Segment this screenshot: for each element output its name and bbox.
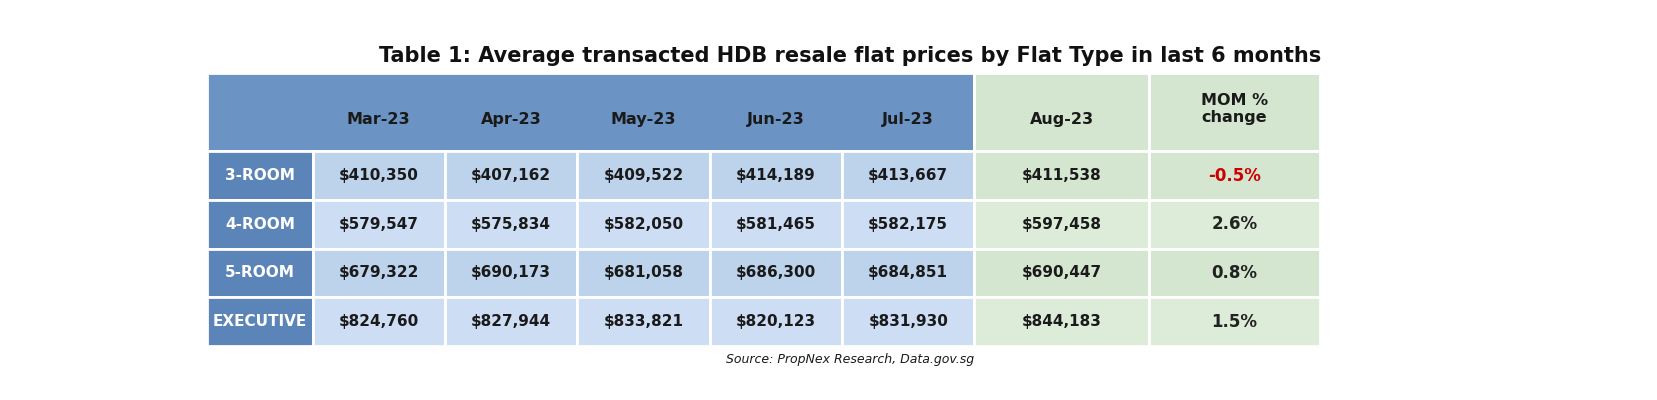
Bar [709, 248, 842, 297]
Bar [577, 200, 709, 248]
Bar [1148, 151, 1319, 200]
Text: $690,447: $690,447 [1021, 265, 1102, 280]
Text: $411,538: $411,538 [1021, 168, 1100, 183]
Bar [207, 73, 974, 151]
Text: $824,760: $824,760 [338, 314, 419, 329]
Text: 2.6%: 2.6% [1211, 215, 1258, 233]
Text: $407,162: $407,162 [471, 168, 550, 183]
Text: Aug-23: Aug-23 [1029, 112, 1094, 127]
Text: $827,944: $827,944 [471, 314, 550, 329]
Text: $410,350: $410,350 [338, 168, 419, 183]
Bar [207, 297, 313, 346]
Bar [709, 297, 842, 346]
Text: Table 1: Average transacted HDB resale flat prices by Flat Type in last 6 months: Table 1: Average transacted HDB resale f… [378, 46, 1321, 66]
Text: $833,821: $833,821 [603, 314, 683, 329]
Bar [444, 248, 577, 297]
Text: 1.5%: 1.5% [1211, 312, 1256, 330]
Bar [577, 297, 709, 346]
Bar [842, 151, 974, 200]
Text: EXECUTIVE: EXECUTIVE [212, 314, 307, 329]
Bar [709, 151, 842, 200]
Text: $575,834: $575,834 [471, 217, 550, 232]
Text: Mar-23: Mar-23 [346, 112, 411, 127]
Bar [974, 73, 1148, 151]
Text: $581,465: $581,465 [736, 217, 815, 232]
Bar [974, 151, 1148, 200]
Bar [842, 200, 974, 248]
Bar [313, 297, 444, 346]
Bar [313, 248, 444, 297]
Text: $820,123: $820,123 [736, 314, 815, 329]
Text: -0.5%: -0.5% [1208, 166, 1261, 184]
Bar [1148, 73, 1319, 151]
Text: $582,050: $582,050 [603, 217, 683, 232]
Bar [444, 200, 577, 248]
Text: Jul-23: Jul-23 [882, 112, 933, 127]
Text: $690,173: $690,173 [471, 265, 550, 280]
Text: $679,322: $679,322 [338, 265, 419, 280]
Text: $409,522: $409,522 [603, 168, 683, 183]
Bar [444, 297, 577, 346]
Text: Source: PropNex Research, Data.gov.sg: Source: PropNex Research, Data.gov.sg [726, 353, 973, 366]
Text: 3-ROOM: 3-ROOM [225, 168, 295, 183]
Bar [974, 200, 1148, 248]
Bar [313, 151, 444, 200]
Bar [842, 297, 974, 346]
Bar [313, 200, 444, 248]
Text: MOM %
change: MOM % change [1200, 93, 1268, 125]
Bar [577, 248, 709, 297]
Text: $579,547: $579,547 [338, 217, 419, 232]
Text: 5-ROOM: 5-ROOM [225, 265, 295, 280]
Text: $831,930: $831,930 [868, 314, 948, 329]
Text: Apr-23: Apr-23 [481, 112, 542, 127]
Text: $582,175: $582,175 [868, 217, 948, 232]
Text: Jun-23: Jun-23 [747, 112, 804, 127]
Text: $684,851: $684,851 [868, 265, 948, 280]
Bar [444, 151, 577, 200]
Bar [709, 200, 842, 248]
Bar [207, 200, 313, 248]
Text: $686,300: $686,300 [736, 265, 815, 280]
Text: $414,189: $414,189 [736, 168, 815, 183]
Bar [974, 248, 1148, 297]
Bar [1148, 200, 1319, 248]
Bar [1148, 297, 1319, 346]
Bar [1148, 248, 1319, 297]
Bar [207, 151, 313, 200]
Text: $597,458: $597,458 [1021, 217, 1102, 232]
Text: $413,667: $413,667 [868, 168, 948, 183]
Text: $681,058: $681,058 [603, 265, 683, 280]
Bar [974, 297, 1148, 346]
Text: $844,183: $844,183 [1021, 314, 1100, 329]
Text: 4-ROOM: 4-ROOM [225, 217, 295, 232]
Text: May-23: May-23 [610, 112, 676, 127]
Bar [207, 248, 313, 297]
Bar [577, 151, 709, 200]
Text: 0.8%: 0.8% [1211, 264, 1256, 282]
Bar [842, 248, 974, 297]
